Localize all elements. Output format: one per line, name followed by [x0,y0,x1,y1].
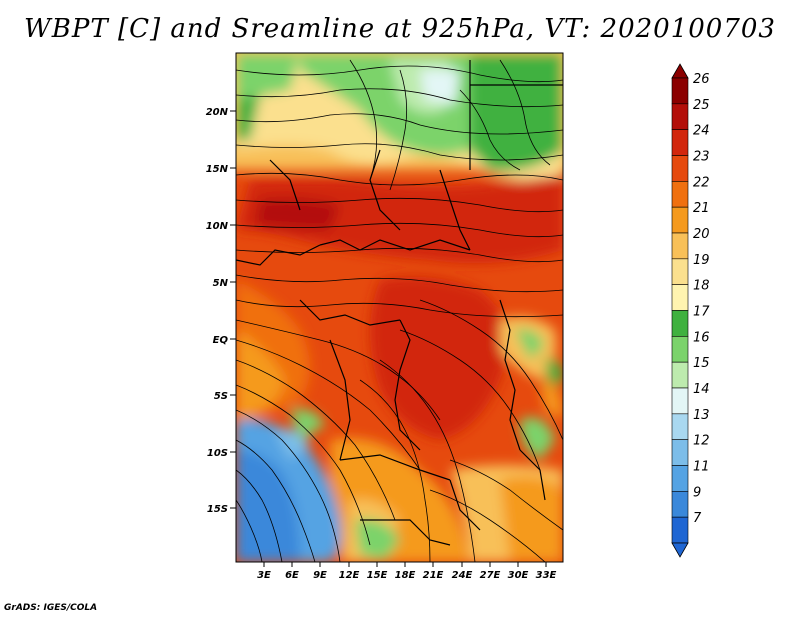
colorbar-swatch [671,206,689,234]
lat-label: 10N [206,221,229,232]
lon-label: 15E [367,570,388,581]
lat-label: EQ [213,335,229,346]
colorbar-swatch [671,155,689,182]
colorbar-label: 22 [693,175,710,190]
colorbar-swatch [671,258,689,285]
map-frame [235,52,564,563]
lon-label: 9E [313,570,327,581]
colorbar-swatch [671,77,689,105]
lat-label: 5S [214,391,228,402]
colorbar-label: 20 [693,227,710,242]
lat-label: 10S [207,448,228,459]
colorbar: 26 25 24 23 22 21 20 19 18 17 16 15 14 13 12 11 9 7 [671,63,710,558]
colorbar-swatch [671,336,689,363]
colorbar-swatch [671,516,689,544]
colorbar-label: 25 [693,98,710,113]
lat-label: 5N [213,278,229,289]
colorbar-label: 24 [693,124,710,139]
colorbar-label: 7 [693,511,702,526]
lon-label: 12E [339,570,360,581]
colorbar-swatch [671,413,689,440]
colorbar-swatch [671,232,689,260]
colorbar-swatch [671,361,689,389]
colorbar-label: 19 [693,253,710,268]
colorbar-label: 12 [693,434,710,449]
colorbar-swatch [671,181,689,208]
colorbar-label: 18 [693,279,710,294]
axis-ticks [230,110,547,567]
lat-label: 20N [206,107,229,118]
lon-label: 6E [285,570,299,581]
lon-label: 21E [423,570,444,581]
colorbar-swatch [671,284,689,311]
lon-label: 27E [480,570,501,581]
lon-label: 3E [257,570,271,581]
colorbar-label: 13 [693,408,710,423]
colorbar-label: 17 [693,305,710,320]
colorbar-swatch [671,129,689,156]
lat-label: 15N [206,164,229,175]
colorbar-swatch [671,439,689,466]
temperature-field [236,53,563,562]
colorbar-label: 9 [693,485,701,500]
lon-labels: 3E 6E 9E 12E 15E 18E 21E 24E 27E 30E 33E [257,570,556,581]
lon-label: 24E [452,570,473,581]
country-borders [236,60,563,546]
lat-label: 15S [207,504,228,515]
colorbar-swatch [671,491,689,518]
lon-label: 18E [395,570,416,581]
colorbar-label: 26 [693,72,710,87]
credit-label: GrADS: IGES/COLA [4,603,98,613]
colorbar-label: 21 [693,201,710,216]
colorbar-arrow-top [671,63,689,79]
map-title: WBPT [C] and Sreamline at 925hPa, VT: 20… [24,14,776,44]
colorbar-label: 23 [693,150,710,165]
colorbar-swatch [671,310,689,337]
lon-label: 30E [508,570,529,581]
colorbar-arrow-bottom [671,542,689,558]
colorbar-swatch [671,103,689,130]
colorbar-label: 11 [693,460,710,475]
colorbar-label: 16 [693,330,710,345]
lat-labels: 20N 15N 10N 5N EQ 5S 10S 15S [206,107,229,515]
colorbar-label: 15 [693,356,710,371]
lon-label: 33E [536,570,557,581]
colorbar-label: 14 [693,382,710,397]
colorbar-swatch [671,465,689,492]
colorbar-swatch [671,387,689,415]
streamlines [236,59,563,562]
